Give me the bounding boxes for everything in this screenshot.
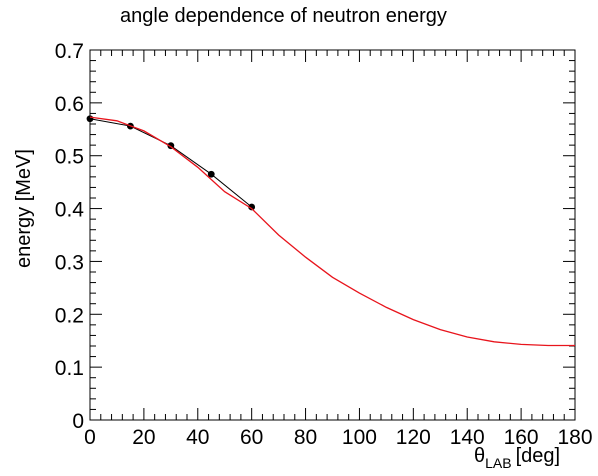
x-tick-label: 120 — [396, 426, 431, 449]
x-axis-label-subscript: LAB — [485, 455, 511, 471]
y-tick-label: 0.2 — [55, 304, 84, 327]
x-tick-label: 160 — [504, 426, 539, 449]
chart-title: angle dependence of neutron energy — [120, 5, 447, 27]
y-axis-ticks — [90, 49, 575, 421]
data-point — [207, 170, 215, 178]
x-tick-label: 20 — [132, 426, 155, 449]
series-group — [86, 115, 575, 347]
y-tick-label: 0.5 — [55, 146, 84, 169]
y-tick-label: 0.4 — [55, 199, 85, 222]
y-axis-label: energy [MeV] — [13, 149, 35, 268]
x-axis-label: θLAB [deg] — [474, 445, 560, 471]
x-tick-label: 60 — [240, 426, 263, 449]
y-axis-tick-labels: 0 0.1 0.2 0.3 0.4 0.5 0.6 0.7 — [55, 40, 85, 433]
x-axis-label-symbol: θ — [474, 445, 485, 467]
x-axis-tick-labels: 0 20 40 60 80 100 120 140 160 180 — [84, 426, 592, 449]
x-axis-ticks — [89, 50, 576, 420]
y-tick-label: 0.3 — [55, 251, 84, 274]
x-tick-label: 40 — [186, 426, 209, 449]
x-axis-label-unit: [deg] — [516, 445, 560, 467]
x-tick-label: 100 — [342, 426, 377, 449]
x-tick-label: 80 — [294, 426, 317, 449]
x-tick-label: 180 — [557, 426, 592, 449]
x-tick-label: 0 — [84, 426, 96, 449]
y-tick-label: 0 — [72, 410, 84, 433]
series-line-1 — [89, 116, 575, 347]
y-tick-label: 0.6 — [55, 93, 84, 116]
y-tick-label: 0.7 — [55, 40, 84, 63]
x-tick-label: 140 — [450, 426, 485, 449]
data-point — [248, 203, 256, 211]
data-point — [86, 115, 94, 123]
y-tick-label: 0.1 — [55, 357, 84, 380]
plot-frame — [89, 49, 576, 421]
